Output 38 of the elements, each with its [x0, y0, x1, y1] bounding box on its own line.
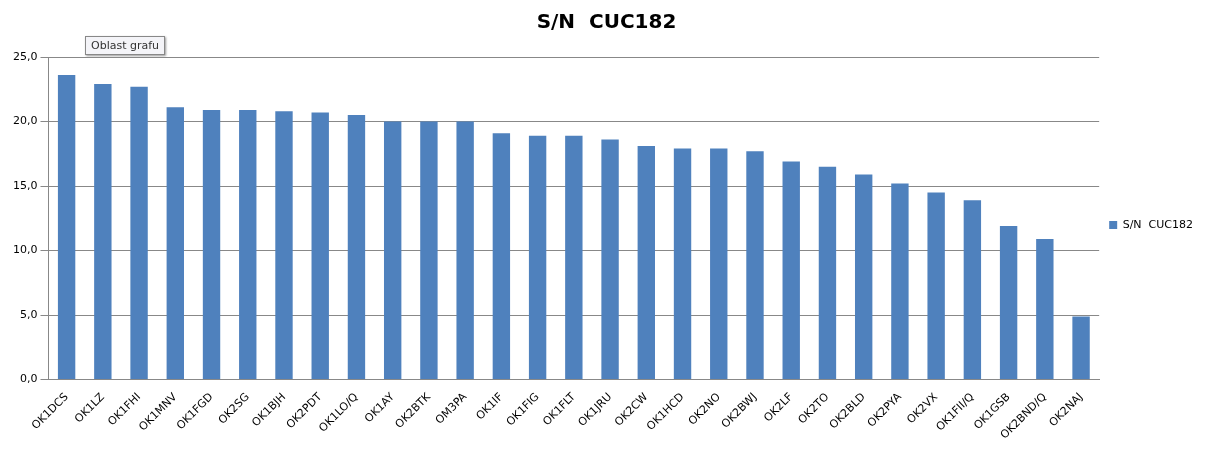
bar [311, 112, 329, 380]
bar [57, 75, 76, 380]
bar [130, 86, 148, 380]
text: Oblast grafu [85, 36, 166, 55]
bar [347, 115, 366, 380]
bar [492, 133, 511, 380]
bar [383, 121, 402, 380]
bar [202, 109, 221, 380]
y-tick-label: 10,0 [12, 243, 38, 257]
legend-label: S/N CUC182 [1122, 217, 1194, 231]
bar [746, 151, 764, 380]
bar [528, 135, 547, 380]
bar [601, 139, 619, 380]
y-tick-label: 20,0 [12, 114, 38, 128]
bar [275, 111, 293, 380]
bar [166, 107, 184, 380]
bar [94, 84, 112, 380]
bar [239, 109, 257, 380]
bar [854, 174, 873, 380]
y-tick-label: 25,0 [12, 49, 38, 63]
y-tick-label: 5,0 [19, 307, 38, 321]
y-tick-label: 15,0 [12, 178, 38, 192]
bar [818, 166, 837, 380]
bar [782, 161, 800, 380]
chart-title: S/N CUC182 [536, 9, 677, 34]
bar [1036, 238, 1054, 380]
bar [710, 148, 728, 380]
y-tick-label: 0,0 [19, 372, 38, 386]
bar [420, 121, 438, 380]
bar [637, 146, 655, 380]
bar [891, 183, 909, 380]
bar [673, 148, 692, 380]
bar [565, 135, 583, 380]
bar [999, 226, 1018, 380]
bar [963, 200, 982, 380]
bar [1072, 316, 1090, 380]
bar [456, 121, 474, 380]
bar [927, 192, 945, 380]
